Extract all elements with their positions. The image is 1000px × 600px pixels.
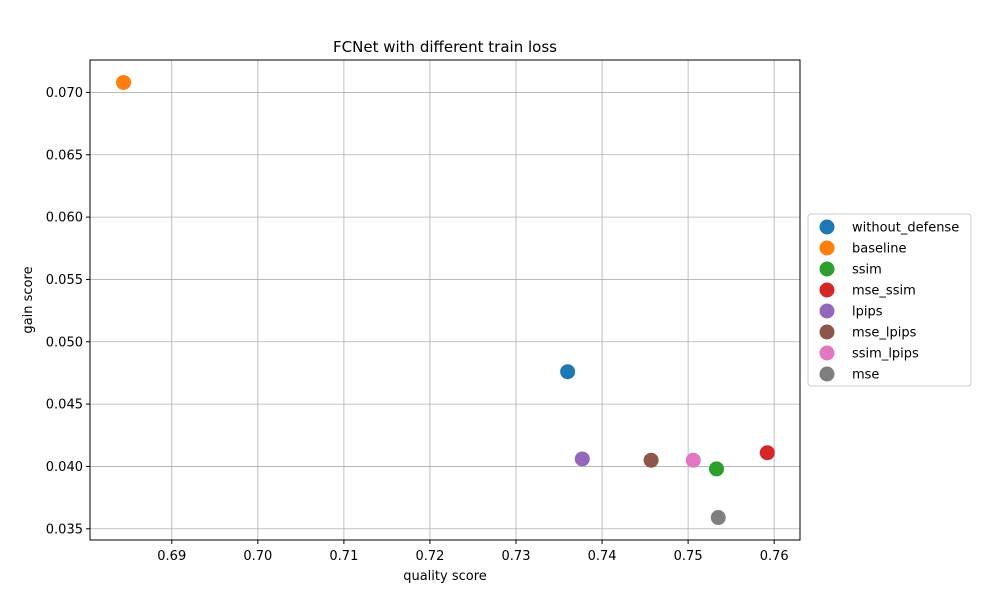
legend-item-mse-lpips: mse_lpips (819, 324, 917, 341)
point-ssim (709, 461, 725, 477)
legend-item-without-defense: without_defense (819, 219, 959, 236)
x-tick-label: 0.75 (674, 549, 703, 564)
legend-item-ssim-lpips: ssim_lpips (819, 345, 919, 362)
chart-title: FCNet with different train loss (333, 38, 557, 56)
y-tick-label: 0.040 (46, 460, 83, 475)
legend-label: baseline (852, 242, 906, 257)
legend-marker (819, 303, 835, 319)
y-tick-label: 0.050 (46, 335, 83, 350)
legend-marker (819, 345, 835, 361)
legend-label: mse_ssim (852, 284, 916, 299)
point-without-defense (560, 364, 576, 380)
x-tick-label: 0.72 (415, 549, 444, 564)
point-lpips (574, 451, 590, 467)
point-mse (710, 510, 726, 526)
x-tick-label: 0.76 (760, 549, 789, 564)
x-tick-label: 0.71 (329, 549, 358, 564)
legend-item-mse-ssim: mse_ssim (819, 282, 916, 299)
legend-label: mse (852, 368, 879, 383)
legend-label: without_defense (852, 221, 959, 236)
grid (90, 60, 800, 540)
legend-marker (819, 324, 835, 340)
y-tick-label: 0.045 (46, 398, 83, 413)
point-mse-lpips (643, 452, 659, 468)
x-tick-label: 0.70 (243, 549, 272, 564)
legend-marker (819, 366, 835, 382)
x-tick-label: 0.74 (588, 549, 617, 564)
y-tick-label: 0.065 (46, 148, 83, 163)
legend-marker (819, 261, 835, 277)
legend-label: lpips (852, 305, 883, 320)
legend-item-baseline: baseline (819, 240, 906, 257)
point-mse-ssim (759, 445, 775, 461)
plot-area (89, 59, 801, 541)
point-ssim-lpips (685, 452, 701, 468)
legend-label: mse_lpips (852, 326, 917, 341)
legend-item-mse: mse (819, 366, 879, 383)
ticks: 0.69 0.70 0.71 0.72 0.73 0.74 0.75 0.76 0.035 0.0… (46, 86, 789, 564)
legend-box (807, 213, 972, 387)
legend-item-lpips: lpips (819, 303, 883, 320)
x-tick-label: 0.69 (157, 549, 186, 564)
legend-item-ssim: ssim (819, 261, 882, 278)
legend: without_defense baseline ssim mse_ssimlpips… (807, 213, 972, 387)
y-tick-label: 0.055 (46, 273, 83, 288)
y-tick-label: 0.035 (46, 522, 83, 537)
legend-label: ssim_lpips (852, 347, 919, 362)
x-axis-label: quality score (403, 569, 487, 584)
y-axis-label: gain score (21, 266, 36, 333)
y-tick-label: 0.070 (46, 86, 83, 101)
data-points (116, 74, 775, 526)
legend-marker (819, 282, 835, 298)
legend-marker (819, 219, 835, 235)
point-baseline (116, 74, 132, 90)
y-tick-label: 0.060 (46, 211, 83, 226)
legend-label: ssim (852, 263, 882, 278)
legend-marker (819, 240, 835, 256)
x-tick-label: 0.73 (502, 549, 531, 564)
